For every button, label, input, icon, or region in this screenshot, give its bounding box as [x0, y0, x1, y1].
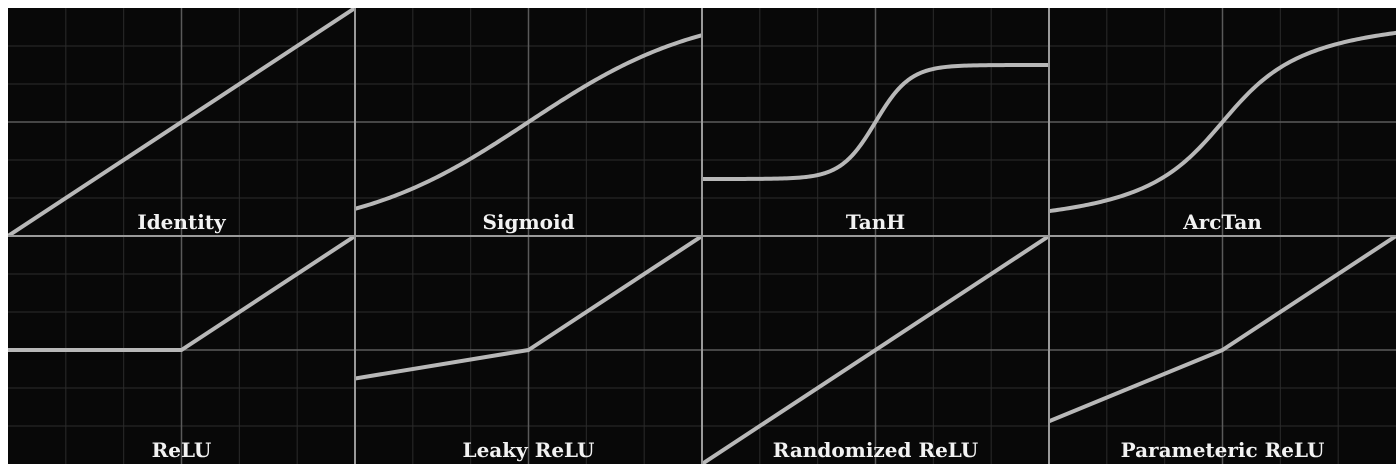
panel-title: Leaky ReLU	[463, 438, 595, 462]
activation-panels: Identity Sigmoid TanH ArcTan ReLU Leaky ReLU R…	[8, 8, 1396, 464]
panel-tanh: TanH	[702, 8, 1049, 236]
panel-title: Randomized ReLU	[773, 438, 978, 462]
series-line	[355, 33, 702, 211]
panel-identity: Identity	[8, 8, 355, 236]
panel-title: Sigmoid	[482, 210, 574, 234]
series-line	[8, 236, 355, 352]
panel-title: ArcTan	[1182, 210, 1262, 234]
series-line	[1049, 30, 1396, 214]
panel-title: TanH	[846, 210, 905, 234]
series-line	[702, 236, 1049, 464]
panel-randomized-relu: Randomized ReLU	[702, 236, 1049, 464]
activation-functions-grid: Identity Sigmoid TanH ArcTan ReLU Leaky ReLU R…	[8, 8, 1396, 464]
panel-parameteric-relu: Parameteric ReLU	[1049, 236, 1396, 464]
panel-relu: ReLU	[8, 236, 355, 464]
series-line	[702, 63, 1049, 181]
panel-arctan: ArcTan	[1049, 8, 1396, 236]
panel-title: ReLU	[152, 438, 212, 462]
panel-sigmoid: Sigmoid	[355, 8, 702, 236]
panel-title: Identity	[137, 210, 227, 234]
series-line	[355, 236, 702, 381]
panel-title: Parameteric ReLU	[1121, 438, 1325, 462]
panel-leaky-relu: Leaky ReLU	[355, 236, 702, 464]
series-line	[1049, 236, 1396, 424]
series-line	[8, 8, 355, 236]
